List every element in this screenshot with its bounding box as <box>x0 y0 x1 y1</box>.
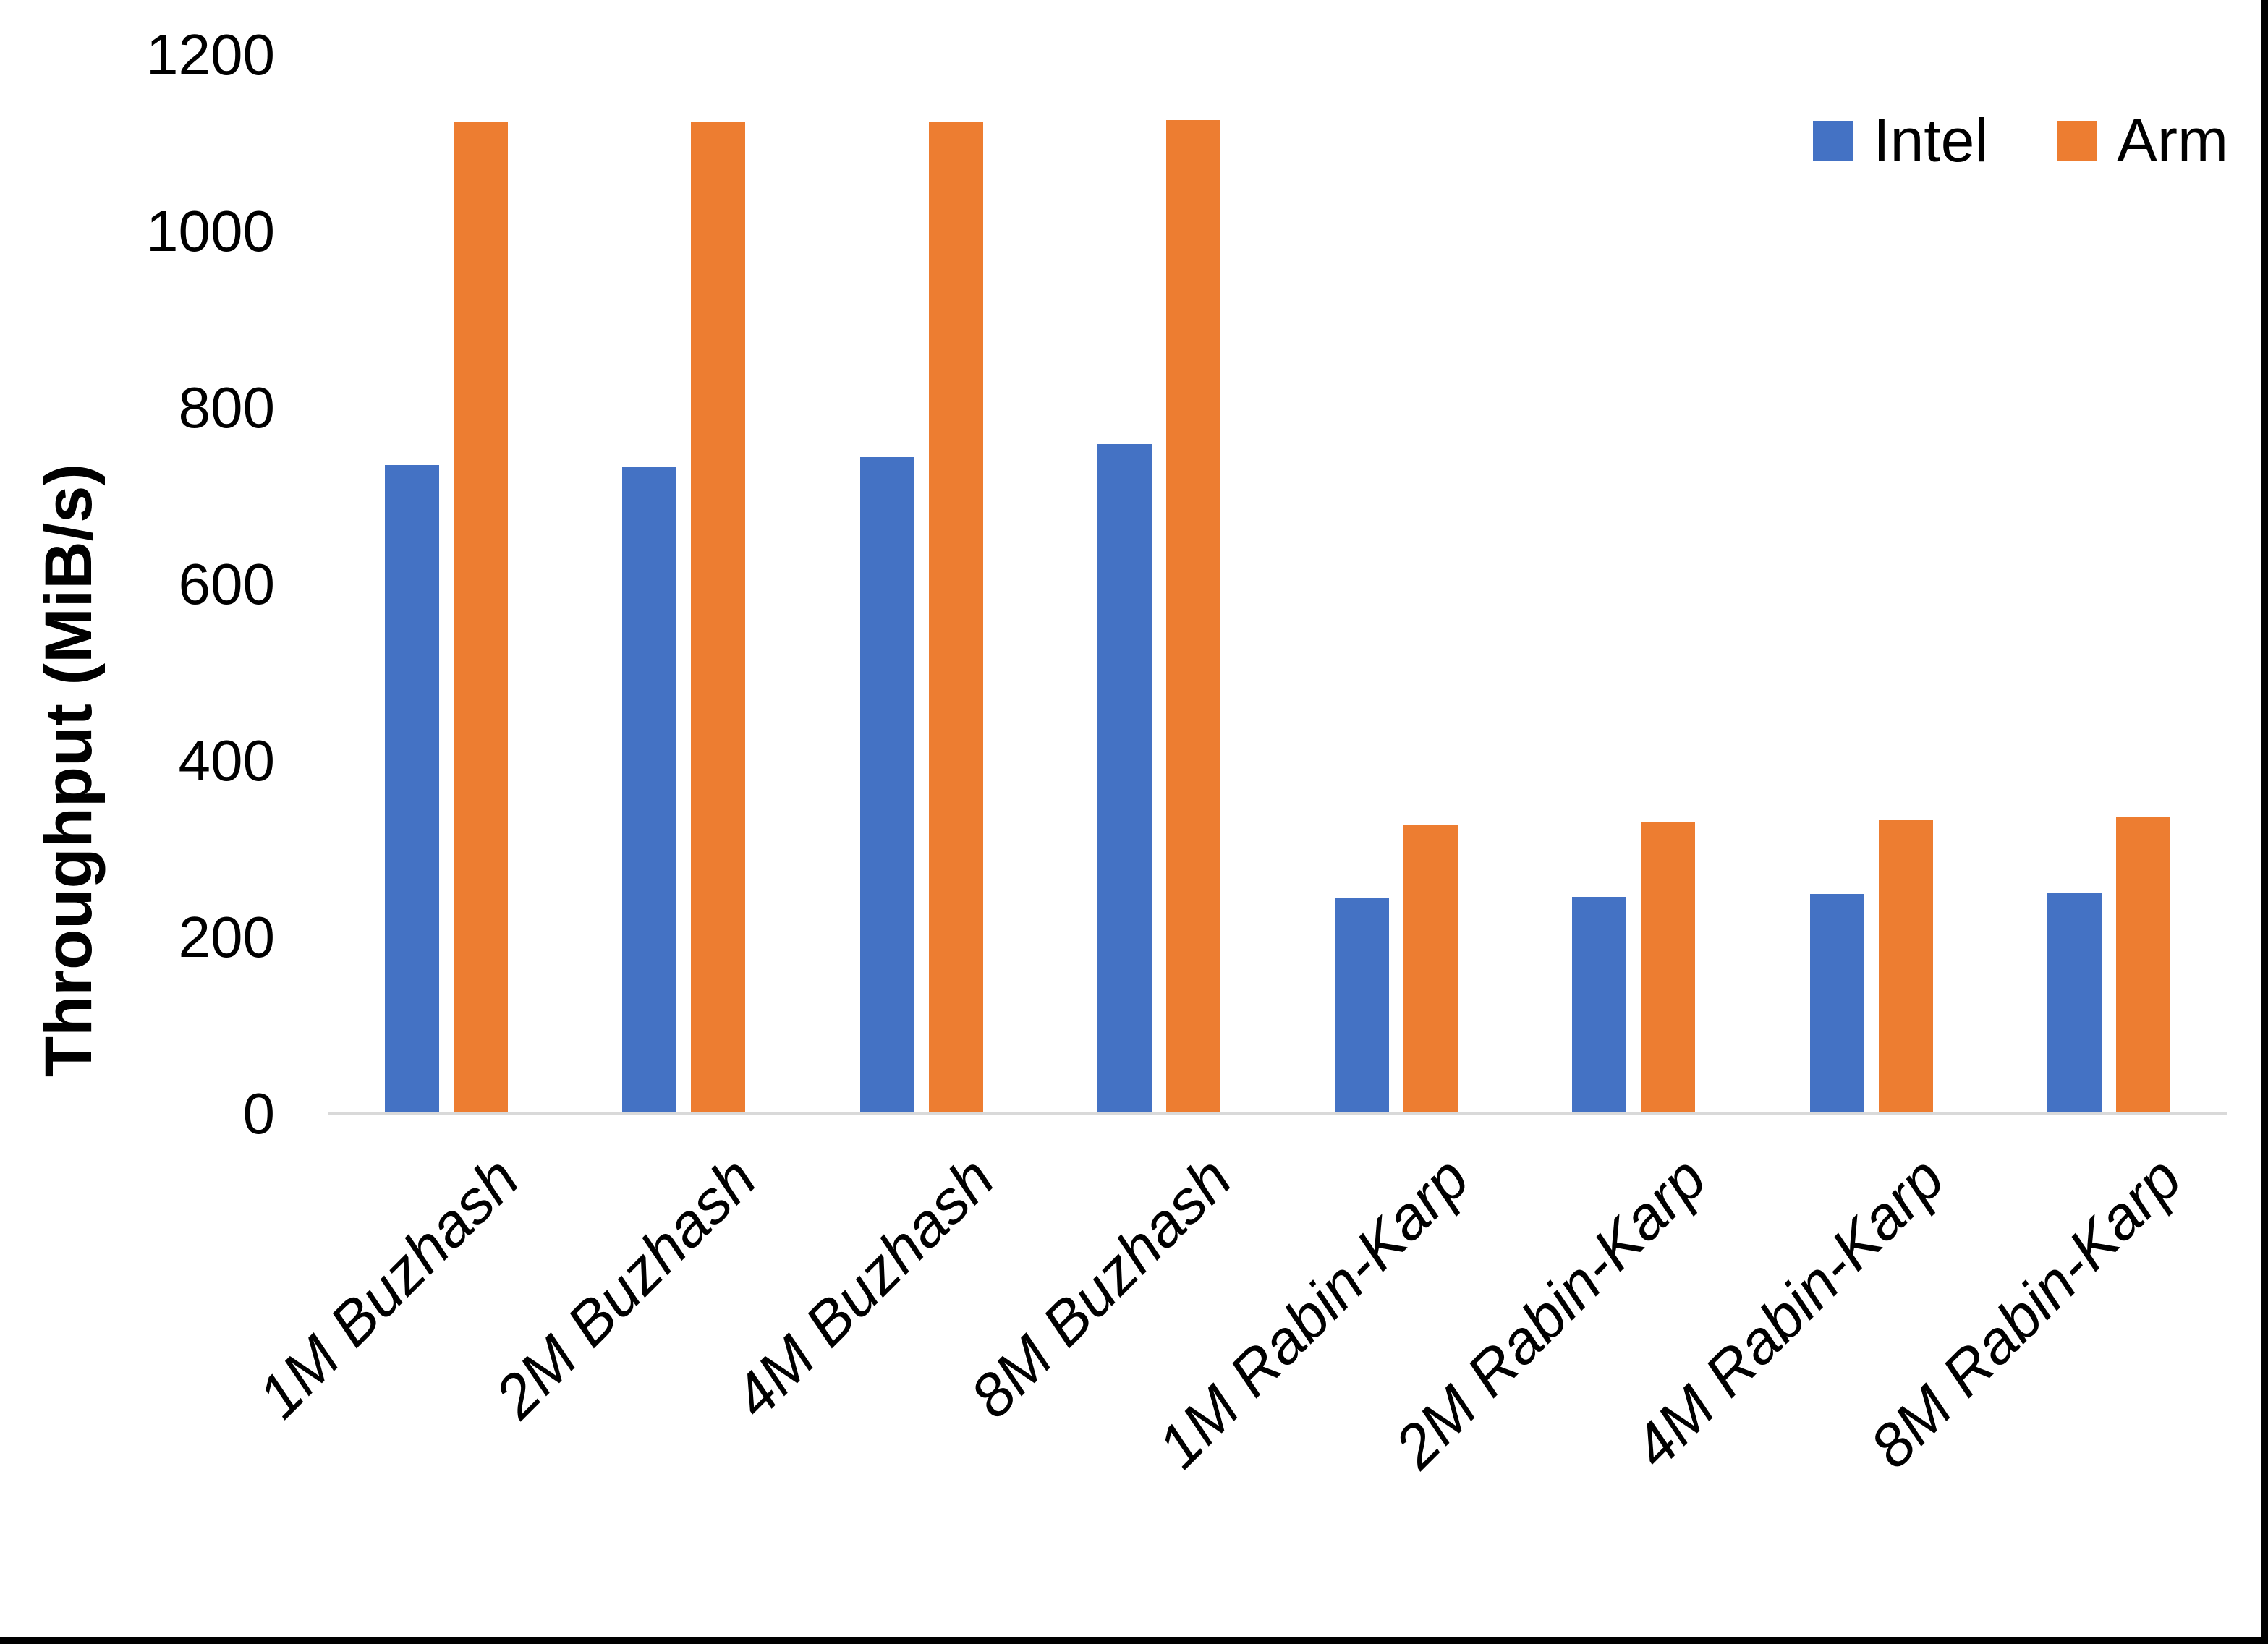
y-tick-label: 600 <box>178 552 275 616</box>
y-tick-label: 200 <box>178 905 275 969</box>
legend-swatch-arm <box>2057 120 2097 161</box>
bar-arm-8 <box>2115 817 2170 1114</box>
legend-item-arm: Arm <box>2057 110 2228 171</box>
bar-arm-6 <box>1641 822 1696 1114</box>
frame-border-bottom <box>0 1637 2268 1644</box>
bar-intel-3 <box>859 457 914 1114</box>
frame-border-right <box>2261 0 2268 1644</box>
x-axis-line <box>328 1112 2227 1115</box>
bar-intel-6 <box>1572 896 1627 1114</box>
bar-intel-4 <box>1097 444 1152 1114</box>
bar-arm-4 <box>1165 120 1220 1114</box>
y-tick-label: 1200 <box>146 22 275 87</box>
y-tick-label: 0 <box>242 1081 276 1146</box>
bar-intel-1 <box>385 465 440 1114</box>
bar-intel-7 <box>1809 894 1864 1114</box>
legend: Intel Arm <box>1813 110 2228 171</box>
bar-arm-7 <box>1878 819 1933 1114</box>
bar-arm-5 <box>1403 825 1458 1114</box>
legend-item-intel: Intel <box>1813 110 1988 171</box>
y-tick-label: 800 <box>178 375 275 440</box>
bar-arm-1 <box>454 121 509 1114</box>
bar-intel-2 <box>622 466 677 1114</box>
y-tick-label: 1000 <box>146 199 275 263</box>
legend-label: Arm <box>2117 106 2228 174</box>
bar-intel-5 <box>1335 898 1390 1114</box>
legend-label: Intel <box>1873 106 1989 174</box>
bar-arm-3 <box>928 121 983 1114</box>
bar-intel-8 <box>2047 892 2102 1114</box>
legend-swatch-intel <box>1813 120 1853 161</box>
y-tick-label: 400 <box>178 728 275 793</box>
bar-arm-2 <box>691 121 746 1114</box>
